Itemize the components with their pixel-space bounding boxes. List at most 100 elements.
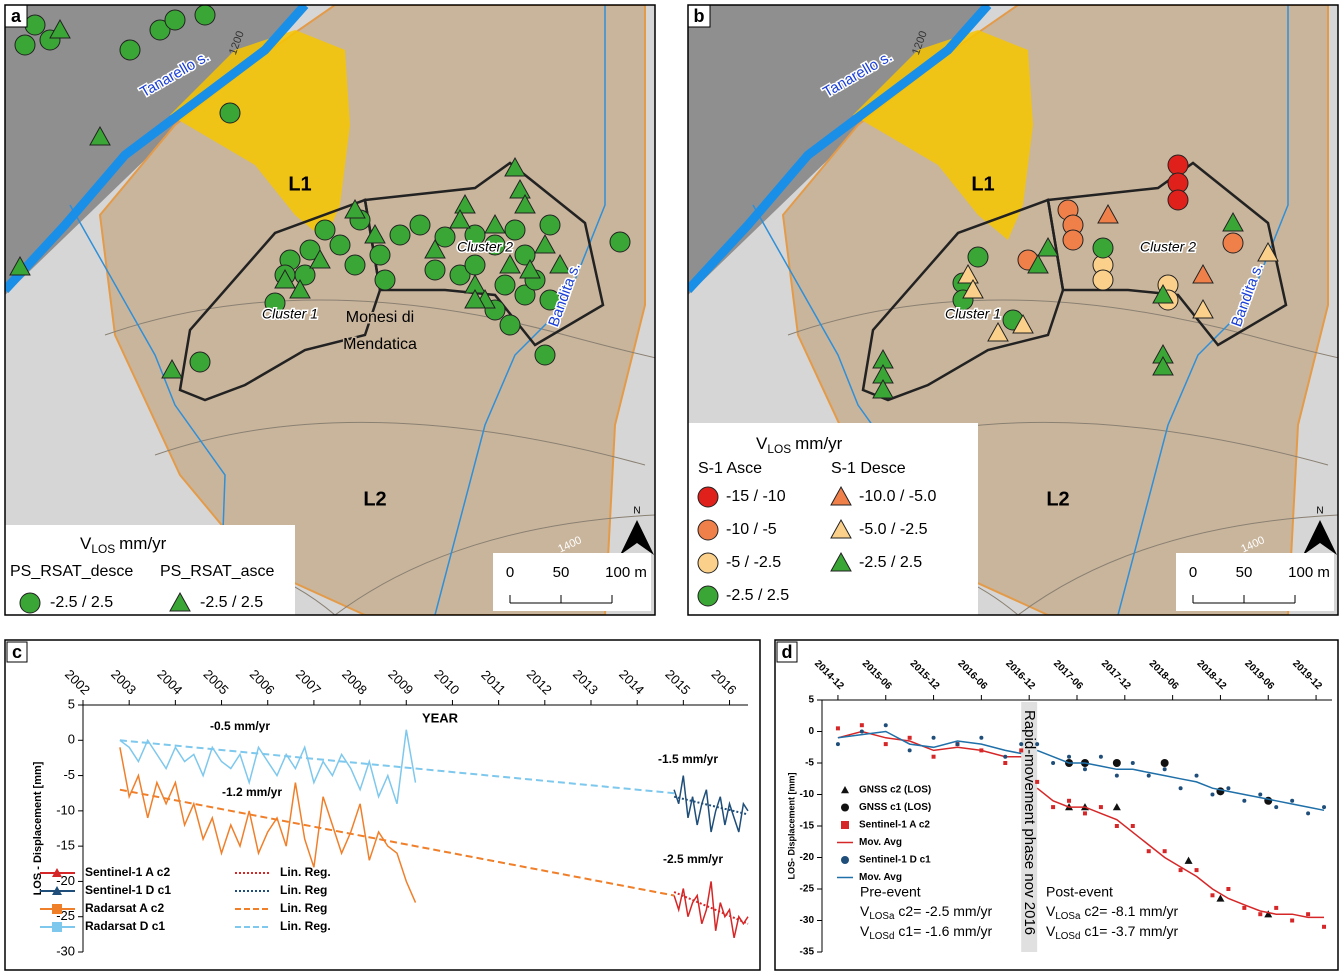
marker-circle xyxy=(698,520,718,540)
marker-square xyxy=(1274,906,1278,910)
y-tick-label: -30 xyxy=(800,915,815,926)
marker-square xyxy=(52,922,62,932)
v-rest: c2= -8.1 mm/yr xyxy=(1084,903,1178,919)
marker-square xyxy=(884,742,888,746)
legend-label: -2.5 / 2.5 xyxy=(726,587,789,604)
legend-label: GNSS c2 (LOS) xyxy=(859,785,931,796)
marker-circle xyxy=(1258,793,1262,797)
figure: Tanarello s.12001400L1L2Cluster 1Cluster… xyxy=(0,0,1341,975)
y-tick-label: -10 xyxy=(56,802,75,817)
legend-group: S-1 Desce xyxy=(831,460,906,477)
y-tick-label: -15 xyxy=(56,838,75,853)
y-tick-label: -30 xyxy=(56,943,75,958)
marker-circle xyxy=(1067,755,1071,759)
ps-point xyxy=(410,215,430,235)
marker-circle xyxy=(1274,805,1278,809)
legend-label: Lin. Reg xyxy=(280,883,327,897)
marker-circle xyxy=(1003,755,1007,759)
legend-label: Mov. Avg xyxy=(859,872,902,883)
y-tick-label: 0 xyxy=(68,732,75,747)
legend-label: Radarsat A c2 xyxy=(85,901,164,915)
marker-circle xyxy=(20,593,40,613)
marker-square xyxy=(1242,906,1246,910)
marker-circle xyxy=(1195,774,1199,778)
legend-label: Sentinel-1 A c2 xyxy=(85,865,170,879)
marker-circle xyxy=(841,804,849,812)
legend-label: Sentinel-1 D c1 xyxy=(859,855,931,866)
y-tick-label: -25 xyxy=(800,884,815,895)
marker-square xyxy=(1179,868,1183,872)
map-label: 0 xyxy=(506,564,514,581)
ps-point xyxy=(505,220,525,240)
ps-point xyxy=(500,315,520,335)
marker-square xyxy=(1210,893,1214,897)
ps-point xyxy=(370,245,390,265)
y-tick-label: 0 xyxy=(808,726,814,737)
marker-circle xyxy=(1161,759,1169,767)
ps-point xyxy=(375,270,395,290)
map-label: Mendatica xyxy=(343,336,417,353)
marker-square xyxy=(1019,748,1023,752)
map-label: N xyxy=(1316,506,1323,517)
marker-circle xyxy=(698,487,718,507)
x-axis-label: YEAR xyxy=(422,710,459,725)
map-panel: Tanarello s.12001400L1L2Cluster 1Cluster… xyxy=(688,5,1341,615)
ps-point xyxy=(220,103,240,123)
marker-square xyxy=(1147,849,1151,853)
legend-label: -15 / -10 xyxy=(726,488,786,505)
annotation-title: Post-event xyxy=(1046,884,1113,900)
marker-circle xyxy=(1163,767,1167,771)
map-label: Monesi di xyxy=(346,309,414,326)
ps-point xyxy=(425,260,445,280)
ps-point xyxy=(535,345,555,365)
legend-label: Lin. Reg xyxy=(280,901,327,915)
marker-circle xyxy=(836,742,840,746)
map-label: 50 xyxy=(553,564,570,581)
legend-label: Radarsat D c1 xyxy=(85,919,165,933)
scale-box xyxy=(1176,553,1334,611)
marker-circle xyxy=(841,856,849,864)
v-sub: LOS xyxy=(767,442,791,456)
marker-circle xyxy=(1210,793,1214,797)
ps-point xyxy=(315,220,335,240)
y-tick-label: -35 xyxy=(800,947,815,958)
ps-point xyxy=(610,232,630,252)
map-label: Cluster 1 xyxy=(945,306,1001,322)
marker-circle xyxy=(1035,742,1039,746)
ps-point xyxy=(1093,270,1113,290)
marker-square xyxy=(1131,824,1135,828)
marker-square xyxy=(1258,912,1262,916)
map-label: L2 xyxy=(1046,488,1069,510)
page: {"maps":[ {"panel":"a","river":"Tanarell… xyxy=(0,0,1341,980)
marker-circle xyxy=(884,723,888,727)
ps-point xyxy=(515,245,535,265)
marker-square xyxy=(908,736,912,740)
y-axis-label: LOS- Displacement [mm] xyxy=(786,772,796,879)
marker-square xyxy=(1099,805,1103,809)
marker-circle xyxy=(1290,799,1294,803)
y-tick-label: -5 xyxy=(805,758,814,769)
map-label: 100 m xyxy=(1288,564,1330,581)
ps-point xyxy=(1168,190,1188,210)
legend-label: Sentinel-1 D c1 xyxy=(85,883,171,897)
marker-square xyxy=(1226,887,1230,891)
marker-square xyxy=(1195,868,1199,872)
ps-point xyxy=(1093,238,1113,258)
legend-label: Lin. Reg. xyxy=(280,919,331,933)
ps-point xyxy=(540,215,560,235)
marker-square xyxy=(1163,849,1167,853)
map-label: Cluster 1 xyxy=(262,306,318,322)
marker-circle xyxy=(1242,799,1246,803)
marker-circle xyxy=(1083,767,1087,771)
legend-label: -2.5 / 2.5 xyxy=(859,554,922,571)
marker-square xyxy=(860,723,864,727)
v-main: V xyxy=(80,534,92,553)
marker-circle xyxy=(1306,811,1310,815)
marker-circle xyxy=(1131,761,1135,765)
marker-circle xyxy=(1179,786,1183,790)
legend-group: PS_RSAT_asce xyxy=(160,563,275,580)
ps-point xyxy=(465,255,485,275)
v-rest: c1= -3.7 mm/yr xyxy=(1084,923,1178,939)
v-sub: LOSa xyxy=(1055,911,1081,922)
ps-point xyxy=(190,352,210,372)
